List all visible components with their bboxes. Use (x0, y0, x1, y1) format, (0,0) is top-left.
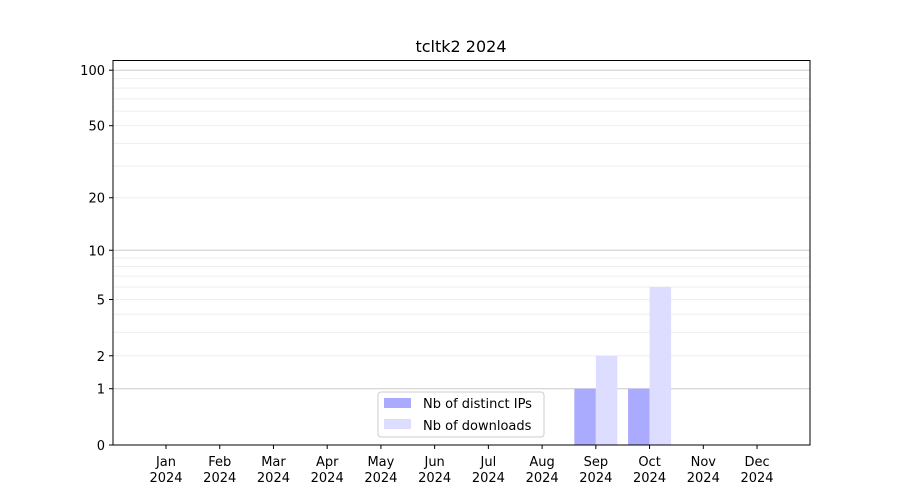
bar-ips (628, 388, 650, 445)
bar-downloads (649, 286, 672, 445)
x-tick-label: Aug 2024 (526, 455, 559, 486)
legend-frame (377, 391, 545, 438)
legend-label-ips: Nb of distinct IPs (423, 397, 532, 412)
x-tick-label: Feb 2024 (203, 455, 236, 486)
x-tick-label: Jun 2024 (418, 455, 451, 486)
y-tick-label: 100 (80, 64, 105, 79)
y-tick-label: 1 (97, 383, 105, 398)
x-tick-label: Jul 2024 (472, 455, 505, 486)
x-tick-label: Nov 2024 (687, 455, 720, 486)
bar-ips (574, 388, 596, 445)
y-tick-label: 20 (88, 192, 105, 207)
bar-downloads (595, 355, 618, 445)
legend-swatch-downloads (384, 419, 411, 429)
chart-title: tcltk2 2024 (415, 37, 506, 56)
legend-label-downloads: Nb of downloads (423, 419, 532, 434)
legend: Nb of distinct IPs Nb of downloads (377, 391, 545, 438)
x-tick-label: Mar 2024 (257, 455, 290, 486)
plot-frame (112, 60, 811, 446)
x-tick-label: Dec 2024 (740, 455, 773, 486)
x-tick-label: May 2024 (364, 455, 397, 486)
y-tick-label: 10 (88, 244, 105, 259)
x-tick-label: Jan 2024 (149, 455, 182, 486)
y-tick-label: 50 (88, 120, 105, 135)
y-tick-label: 2 (97, 350, 105, 365)
legend-swatch-ips (384, 398, 411, 408)
x-tick-label: Sep 2024 (579, 455, 612, 486)
y-tick-label: 5 (97, 293, 105, 308)
y-tick-label: 0 (97, 439, 105, 454)
x-tick-label: Apr 2024 (311, 455, 344, 486)
x-tick-label: Oct 2024 (633, 455, 666, 486)
